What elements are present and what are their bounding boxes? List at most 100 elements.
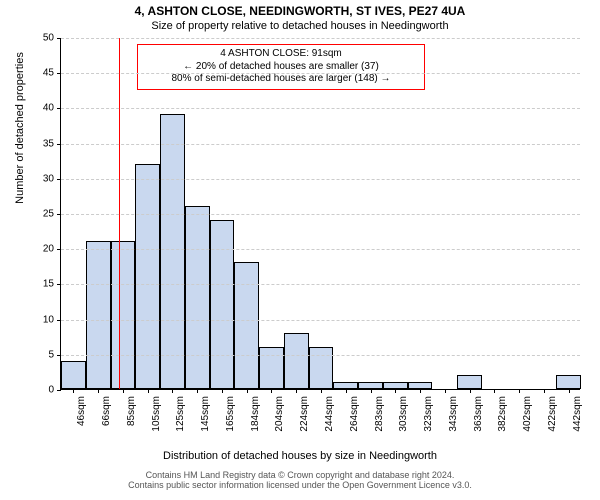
bar <box>284 333 309 389</box>
ytick-mark <box>57 144 61 145</box>
grid-line <box>61 144 580 145</box>
xtick-label: 264sqm <box>349 396 360 432</box>
ytick-label: 45 <box>32 68 54 79</box>
ytick-label: 15 <box>32 279 54 290</box>
ytick-label: 30 <box>32 173 54 184</box>
bar <box>358 382 383 389</box>
grid-line <box>61 108 580 109</box>
bar <box>86 241 111 389</box>
xtick-mark <box>321 389 322 393</box>
footer-line-2: Contains public sector information licen… <box>0 480 600 490</box>
xtick-mark <box>197 389 198 393</box>
bar <box>160 114 185 389</box>
bar <box>333 382 358 389</box>
bar <box>259 347 284 389</box>
xtick-label: 145sqm <box>200 396 211 432</box>
xtick-mark <box>123 389 124 393</box>
grid-line <box>61 179 580 180</box>
xtick-label: 46sqm <box>76 396 87 426</box>
xtick-mark <box>98 389 99 393</box>
grid-line <box>61 355 580 356</box>
xtick-label: 204sqm <box>274 396 285 432</box>
ytick-mark <box>57 320 61 321</box>
xtick-label: 105sqm <box>151 396 162 432</box>
xtick-label: 283sqm <box>374 396 385 432</box>
xtick-label: 442sqm <box>572 396 583 432</box>
bar <box>61 361 86 389</box>
xtick-mark <box>271 389 272 393</box>
ytick-label: 0 <box>32 385 54 396</box>
xtick-mark <box>222 389 223 393</box>
ytick-label: 20 <box>32 244 54 255</box>
xtick-label: 184sqm <box>250 396 261 432</box>
xtick-label: 125sqm <box>175 396 186 432</box>
bar <box>383 382 408 389</box>
chart-title: 4, ASHTON CLOSE, NEEDINGWORTH, ST IVES, … <box>0 4 600 18</box>
bar <box>457 375 482 389</box>
x-axis-label: Distribution of detached houses by size … <box>0 450 600 462</box>
ytick-mark <box>57 73 61 74</box>
xtick-mark <box>247 389 248 393</box>
annotation-line: ← 20% of detached houses are smaller (37… <box>146 61 416 74</box>
annotation-box: 4 ASHTON CLOSE: 91sqm← 20% of detached h… <box>137 44 425 90</box>
bar <box>234 262 259 389</box>
ytick-label: 50 <box>32 33 54 44</box>
xtick-label: 66sqm <box>101 396 112 426</box>
ytick-mark <box>57 108 61 109</box>
xtick-label: 422sqm <box>547 396 558 432</box>
bar <box>210 220 235 389</box>
xtick-label: 402sqm <box>522 396 533 432</box>
xtick-mark <box>371 389 372 393</box>
xtick-mark <box>346 389 347 393</box>
ytick-mark <box>57 355 61 356</box>
xtick-mark <box>395 389 396 393</box>
grid-line <box>61 38 580 39</box>
xtick-mark <box>470 389 471 393</box>
ytick-label: 10 <box>32 314 54 325</box>
xtick-label: 323sqm <box>423 396 434 432</box>
xtick-mark <box>519 389 520 393</box>
xtick-label: 382sqm <box>497 396 508 432</box>
grid-line <box>61 214 580 215</box>
grid-line <box>61 249 580 250</box>
bar <box>185 206 210 389</box>
xtick-mark <box>544 389 545 393</box>
xtick-mark <box>420 389 421 393</box>
bar <box>309 347 334 389</box>
xtick-label: 343sqm <box>448 396 459 432</box>
xtick-mark <box>148 389 149 393</box>
xtick-mark <box>569 389 570 393</box>
bar <box>111 241 136 389</box>
xtick-label: 244sqm <box>324 396 335 432</box>
ytick-mark <box>57 214 61 215</box>
annotation-line: 80% of semi-detached houses are larger (… <box>146 73 416 86</box>
y-axis-label: Number of detached properties <box>14 0 26 304</box>
xtick-label: 363sqm <box>473 396 484 432</box>
xtick-mark <box>296 389 297 393</box>
footer-line-1: Contains HM Land Registry data © Crown c… <box>0 470 600 480</box>
xtick-label: 85sqm <box>126 396 137 426</box>
ytick-mark <box>57 179 61 180</box>
ytick-mark <box>57 284 61 285</box>
chart-subtitle: Size of property relative to detached ho… <box>0 20 600 32</box>
xtick-mark <box>73 389 74 393</box>
plot-area: 4 ASHTON CLOSE: 91sqm← 20% of detached h… <box>60 38 580 390</box>
annotation-line: 4 ASHTON CLOSE: 91sqm <box>146 48 416 61</box>
xtick-mark <box>494 389 495 393</box>
xtick-label: 224sqm <box>299 396 310 432</box>
xtick-label: 303sqm <box>398 396 409 432</box>
ytick-label: 5 <box>32 349 54 360</box>
ytick-label: 35 <box>32 138 54 149</box>
xtick-mark <box>172 389 173 393</box>
bar <box>408 382 433 389</box>
xtick-label: 165sqm <box>225 396 236 432</box>
xtick-mark <box>445 389 446 393</box>
bar <box>556 375 581 389</box>
ytick-mark <box>57 249 61 250</box>
grid-line <box>61 320 580 321</box>
ytick-mark <box>57 390 61 391</box>
ytick-label: 40 <box>32 103 54 114</box>
chart-container: 4, ASHTON CLOSE, NEEDINGWORTH, ST IVES, … <box>0 0 600 500</box>
grid-line <box>61 284 580 285</box>
grid-line <box>61 73 580 74</box>
